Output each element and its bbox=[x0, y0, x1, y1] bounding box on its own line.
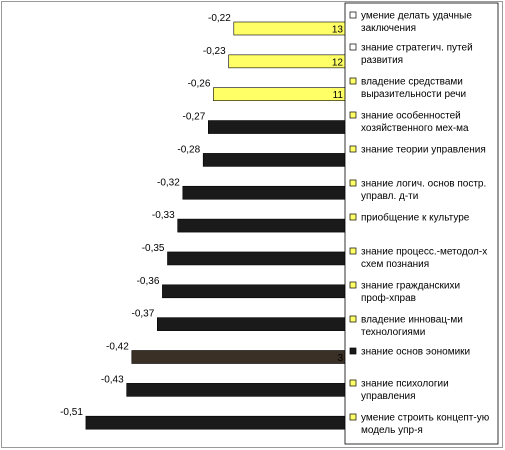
legend-box bbox=[344, 2, 499, 445]
legend-label-8: знание гражданскихи bbox=[361, 281, 460, 292]
legend-swatch-3 bbox=[349, 111, 357, 119]
legend-label-7: знание процесс.-методол-х bbox=[361, 247, 487, 258]
bar-1 bbox=[228, 54, 347, 69]
bar-0 bbox=[233, 21, 347, 36]
legend-label-5: знание логич. основ постр. bbox=[361, 179, 486, 190]
value-label-11: -0,43 bbox=[101, 374, 124, 385]
bar-label-2: 11 bbox=[333, 90, 344, 101]
value-label-4: -0,28 bbox=[177, 144, 200, 155]
value-label-10: -0,42 bbox=[106, 342, 129, 353]
bar-3 bbox=[208, 120, 347, 134]
value-label-9: -0,37 bbox=[132, 309, 155, 320]
legend-label-9: владение инновац-ми bbox=[361, 315, 463, 326]
legend-swatch-8 bbox=[349, 281, 357, 289]
legend-label2-11: управления bbox=[361, 391, 416, 402]
value-label-5: -0,32 bbox=[157, 177, 180, 188]
bar-12 bbox=[85, 415, 347, 430]
legend-label2-2: выразительности речи bbox=[361, 89, 466, 100]
bar-11 bbox=[126, 383, 347, 397]
legend-label-3: знание особенностей bbox=[361, 110, 461, 122]
legend-swatch-12 bbox=[349, 413, 357, 421]
legend-label-4: знание теории управления bbox=[361, 145, 486, 156]
bar-10 bbox=[131, 350, 347, 364]
legend-swatch-10 bbox=[349, 347, 357, 355]
value-label-12: -0,51 bbox=[60, 407, 83, 418]
value-label-0: -0,22 bbox=[208, 13, 231, 24]
legend-swatch-6 bbox=[349, 213, 357, 221]
bar-6 bbox=[177, 218, 347, 233]
bar-5 bbox=[182, 185, 347, 200]
legend-label2-8: проф-хправ bbox=[361, 292, 416, 304]
legend-label-10: знание основ эономики bbox=[361, 347, 470, 358]
legend-label2-1: развития bbox=[361, 55, 403, 66]
legend-label2-3: хозяйственного мех-ма bbox=[361, 123, 469, 134]
legend-swatch-1 bbox=[349, 43, 357, 51]
legend-label2-7: схем познания bbox=[361, 259, 429, 270]
legend-label2-9: технологиями bbox=[361, 327, 425, 338]
legend-label-6: приобщение к культуре bbox=[361, 212, 470, 224]
legend-label2-0: заключения bbox=[361, 23, 416, 34]
bar-9 bbox=[157, 317, 347, 331]
legend-label-1: знание стратегич. путей bbox=[361, 43, 473, 54]
legend-swatch-4 bbox=[349, 145, 357, 153]
legend-swatch-5 bbox=[349, 179, 357, 187]
legend-swatch-7 bbox=[349, 247, 357, 255]
legend-label-12: умение строить концепт-ую bbox=[361, 413, 490, 424]
legend-label2-5: управл. д-ти bbox=[361, 191, 418, 202]
bar-label-10: 3 bbox=[337, 353, 343, 364]
legend-label-11: знание психологии bbox=[361, 379, 449, 390]
value-label-1: -0,23 bbox=[203, 46, 226, 57]
legend-swatch-9 bbox=[349, 315, 357, 323]
legend-swatch-11 bbox=[349, 379, 357, 387]
bar-2 bbox=[213, 87, 347, 101]
value-label-7: -0,35 bbox=[142, 243, 165, 254]
bar-7 bbox=[167, 251, 347, 266]
legend-label-0: умение делать удачные bbox=[361, 11, 472, 22]
value-label-3: -0,27 bbox=[183, 112, 206, 123]
value-label-8: -0,36 bbox=[137, 276, 160, 287]
legend-swatch-2 bbox=[349, 77, 357, 85]
bar-4 bbox=[202, 153, 347, 167]
legend-swatch-0 bbox=[349, 11, 357, 19]
legend-label-2: владение средствами bbox=[361, 77, 463, 88]
value-label-6: -0,33 bbox=[152, 210, 175, 221]
bar-label-1: 12 bbox=[332, 57, 344, 68]
bar-label-0: 13 bbox=[332, 25, 344, 36]
legend-label2-12: модель упр-я bbox=[361, 425, 423, 436]
bar-8 bbox=[162, 284, 347, 299]
value-label-2: -0,26 bbox=[188, 79, 211, 90]
